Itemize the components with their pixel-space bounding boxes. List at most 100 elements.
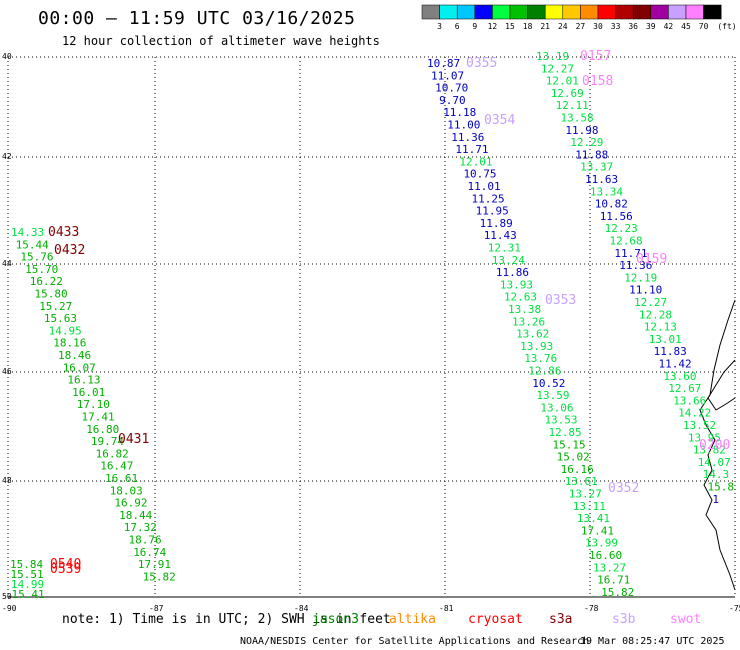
legend-swatch — [668, 4, 687, 20]
wave-height-value: 11.63 — [585, 173, 618, 186]
footer-credit: NOAA/NESDIS Center for Satellite Applica… — [240, 636, 590, 647]
wave-height-value: 12.27 — [541, 62, 574, 75]
pass-time-label: 0352 — [608, 481, 639, 496]
wave-height-value: 11.98 — [565, 124, 598, 137]
wave-height-value: 9.70 — [439, 94, 466, 107]
longitude-label: -81 — [439, 604, 454, 613]
wave-height-value: 15.44 — [16, 238, 49, 251]
latitude-label: 42 — [2, 152, 12, 161]
latitude-label: 40 — [2, 52, 12, 61]
wave-height-value: 13.93 — [500, 278, 533, 291]
wave-height-value: 10.87 — [427, 57, 460, 70]
wave-height-value: 13.59 — [536, 389, 569, 402]
pass-time-label: 0353 — [545, 293, 576, 308]
legend-tick-label: 3 — [437, 22, 442, 31]
wave-height-value: 13.41 — [577, 512, 610, 525]
wave-height-value: 13.24 — [492, 254, 525, 267]
wave-height-value: 16.13 — [67, 374, 100, 387]
satellite-legend-item: swot — [670, 612, 702, 627]
latitude-label: 50 — [2, 592, 12, 601]
footer-note: note: 1) Time is in UTC; 2) SWH is in fe… — [62, 612, 391, 627]
legend-unit: (ft) — [717, 22, 737, 31]
wave-height-value: 16.07 — [63, 361, 96, 374]
wave-height-value: 16.92 — [114, 497, 147, 510]
wave-height-value: 13.52 — [683, 419, 716, 432]
legend-tick-label: 27 — [575, 22, 586, 31]
wave-height-value: 13.58 — [561, 112, 594, 125]
pass-time-label: 0354 — [484, 113, 515, 128]
wave-height-value: 15.15 — [553, 438, 586, 451]
wave-height-value: 15.84 — [10, 558, 43, 571]
legend-tick-label: 45 — [681, 22, 691, 31]
wave-height-value: 13.27 — [569, 488, 602, 501]
pass-time-label: 0432 — [54, 243, 85, 258]
wave-height-value: 12.01 — [546, 75, 579, 88]
wave-height-value: 15.82 — [143, 570, 176, 583]
longitude-label: -78 — [584, 604, 599, 613]
wave-height-value: 16.80 — [86, 423, 119, 436]
wave-height-value: 11.71 — [455, 143, 488, 156]
legend-swatch — [544, 4, 564, 20]
pass-time-label: 0200 — [699, 438, 730, 453]
longitude-label: -84 — [294, 604, 309, 613]
wave-height-value: 15.82 — [601, 586, 634, 599]
wave-height-value: 18.44 — [119, 509, 152, 522]
legend-tick-label: 70 — [698, 22, 709, 31]
wave-height-value: 13.62 — [516, 328, 549, 341]
legend-swatch — [632, 4, 652, 20]
wave-height-value: 19.74 — [91, 435, 124, 448]
wave-height-value: 13.27 — [593, 561, 626, 574]
map-subtitle: 12 hour collection of altimeter wave hei… — [62, 34, 380, 48]
wave-height-value: 14.22 — [678, 407, 711, 420]
wave-height-value: 16.47 — [100, 460, 133, 473]
wave-height-value: 12.67 — [668, 382, 701, 395]
legend-tick-label: 39 — [645, 22, 656, 31]
pass-time-label: 0431 — [118, 432, 149, 447]
longitude-label: -87 — [149, 604, 164, 613]
wave-height-value: 11.01 — [468, 180, 501, 193]
legend-swatch — [650, 4, 669, 20]
wave-height-value: 13.82 — [693, 444, 726, 457]
wave-height-value: 12.28 — [639, 308, 672, 321]
legend-swatch — [456, 4, 476, 20]
wave-height-value: 16.01 — [72, 386, 105, 399]
wave-height-value: 16.22 — [30, 275, 63, 288]
latitude-label: 46 — [2, 367, 12, 376]
wave-height-value: 13.11 — [573, 500, 606, 513]
coastline — [699, 299, 736, 591]
wave-height-value: 10.82 — [595, 198, 628, 211]
wave-height-value: 11.36 — [451, 131, 484, 144]
legend-swatch — [703, 4, 722, 20]
wave-height-value: 11.89 — [480, 217, 513, 230]
wave-height-value: 13.76 — [524, 352, 557, 365]
wave-height-value: 11.43 — [484, 229, 517, 242]
pass-time-label: 0540 — [50, 557, 81, 572]
wave-height-value: 13.60 — [663, 370, 696, 383]
wave-height-value: 17.10 — [77, 398, 110, 411]
pass-time-label: 0355 — [466, 56, 497, 71]
pass-time-label: 0158 — [582, 74, 613, 89]
pass-time-label: 0159 — [636, 252, 667, 267]
legend-tick-label: 12 — [487, 22, 498, 31]
satellite-legend-item: s3b — [612, 612, 636, 627]
latitude-label: 48 — [2, 476, 12, 485]
wave-height-value: 12.27 — [634, 296, 667, 309]
wave-height-value: 18.03 — [110, 484, 143, 497]
legend-swatch — [615, 4, 634, 20]
wave-height-value: 15.27 — [39, 300, 72, 313]
wave-height-value: 18.16 — [53, 337, 86, 350]
legend-tick-label: 36 — [628, 22, 638, 31]
wave-height-value: 10.75 — [463, 168, 496, 181]
footer-timestamp: 19 Mar 08:25:47 UTC 2025 — [580, 636, 725, 647]
wave-height-value: 11.42 — [659, 358, 692, 371]
latitude-label: 44 — [2, 259, 12, 268]
legend-swatch — [580, 4, 599, 20]
legend-swatch — [597, 4, 616, 20]
wave-height-value: 14.99 — [11, 578, 44, 591]
legend-tick-label: 21 — [540, 22, 550, 31]
wave-height-value: 11.18 — [443, 106, 476, 119]
wave-height-value: 16.16 — [561, 463, 594, 476]
wave-height-value: 13.19 — [536, 50, 569, 63]
wave-height-value: 16.82 — [96, 447, 129, 460]
legend-tick-label: 18 — [522, 22, 533, 31]
